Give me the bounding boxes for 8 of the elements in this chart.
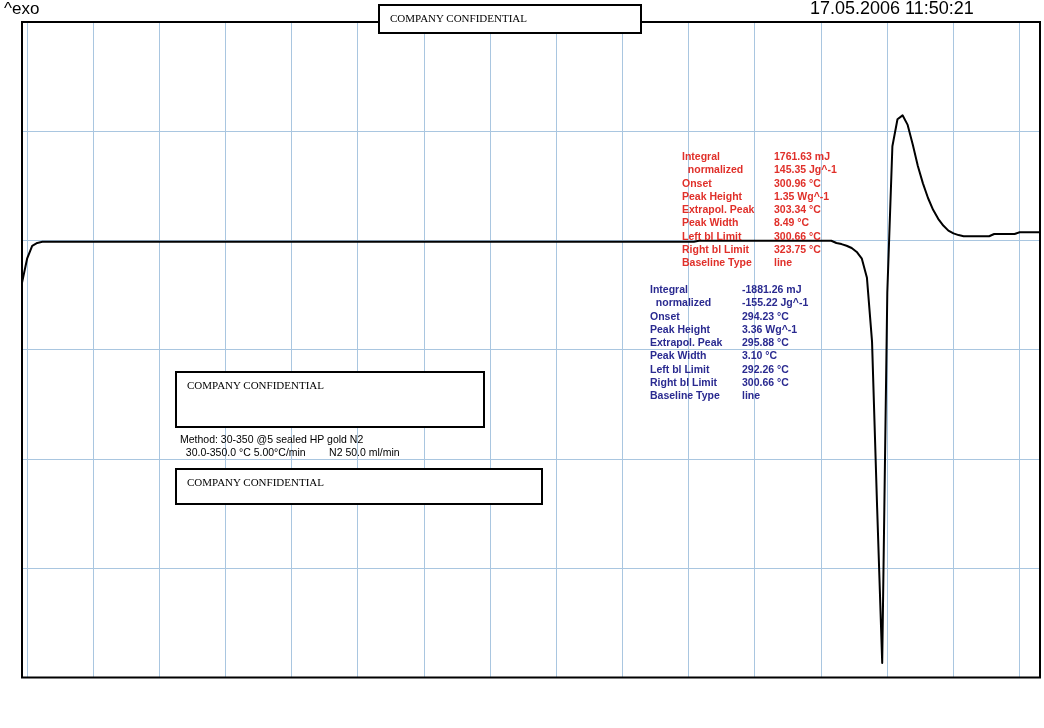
text: ^exo [4,0,40,18]
text: Integral 1761.63 mJ normalized 145.35 Jg^-1 Onset 300.96 °C Peak Height 1.35 Wg^-1 Extrapol. Peak 303.34 °C Peak Width 8.49 °C Left bl Limit 300.66 °C Right bl Limit 323.75 °C Baseline Type line [682,150,837,269]
text: Integral -1881.26 mJ normalized -155.22 Jg^-1 Onset 294.23 °C Peak Height 3.36 Wg^-1 Extrapol. Peak 295.88 °C Peak Width 3.10 °C Left bl Limit 292.26 °C Right bl Limit 300.66 °C Baseline Type line [650,283,809,402]
text: 17.05.2006 11:50:21 [810,0,974,18]
text-box: COMPANY CONFIDENTIAL [175,371,485,428]
annotation: Method: 30-350 @5 sealed HP gold N2 30.0-350.0 °C 5.00°C/min N2 50.0 ml/min [180,433,400,459]
text-box: COMPANY CONFIDENTIAL [175,468,543,505]
text-box: COMPANY CONFIDENTIAL [378,4,642,34]
